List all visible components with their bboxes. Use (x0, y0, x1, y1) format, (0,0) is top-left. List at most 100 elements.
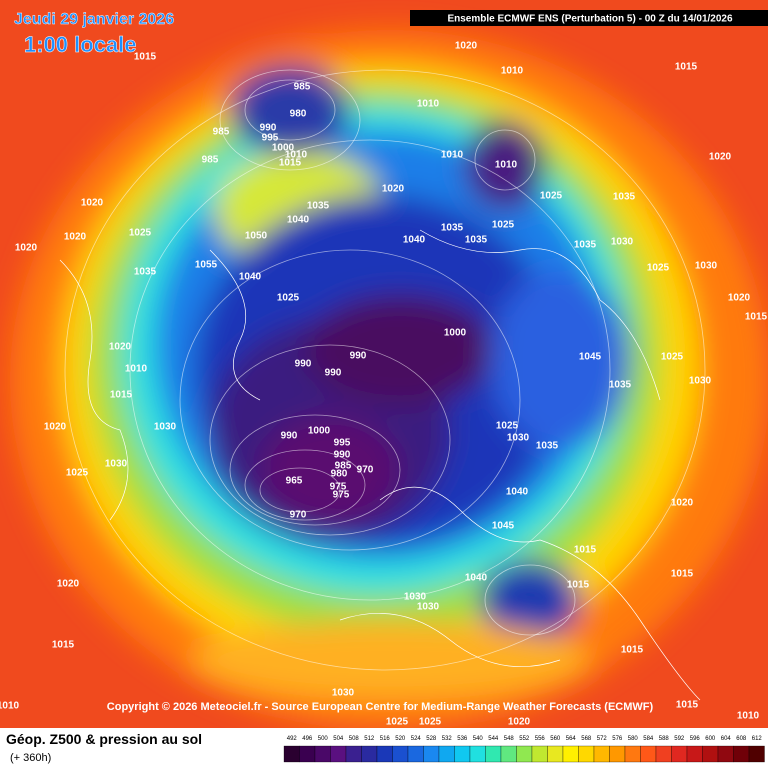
scale-label: 540 (473, 736, 484, 742)
pressure-label: 995 (334, 438, 351, 449)
copyright: Copyright © 2026 Meteociel.fr - Source E… (107, 701, 654, 713)
scale-label: 608 (736, 736, 747, 742)
scale-label: 588 (659, 736, 670, 742)
pressure-label: 1030 (154, 422, 177, 433)
scale-label: 504 (333, 736, 344, 742)
pressure-label: 1025 (540, 191, 563, 202)
scale-swatch (438, 745, 455, 763)
pressure-label: 1020 (455, 41, 478, 52)
scale-swatch (516, 745, 533, 763)
pressure-label: 1025 (496, 421, 519, 432)
scale-swatch (686, 745, 703, 763)
pressure-label: 1010 (501, 66, 524, 77)
pressure-label: 990 (334, 450, 351, 461)
scale-swatch (733, 745, 750, 763)
pressure-label: 1015 (621, 645, 644, 656)
pressure-label: 990 (281, 431, 298, 442)
scale-swatch (655, 745, 672, 763)
pressure-label: 1015 (671, 569, 694, 580)
pressure-label: 1000 (272, 143, 295, 154)
model-info: Ensemble ECMWF ENS (Perturbation 5) - 00… (447, 14, 733, 25)
scale-label: 596 (690, 736, 701, 742)
pressure-label: 1045 (579, 352, 602, 363)
scale-label: 600 (705, 736, 716, 742)
pressure-label: 1015 (279, 158, 302, 169)
pressure-label: 1025 (66, 468, 89, 479)
scale-swatch (469, 745, 486, 763)
pressure-label: 1040 (465, 573, 488, 584)
scale-swatch (361, 745, 378, 763)
pressure-label: 990 (350, 351, 367, 362)
pressure-label: 970 (357, 465, 374, 476)
pressure-label: 1035 (609, 380, 632, 391)
pressure-label: 1020 (671, 498, 694, 509)
scale-label: 612 (752, 736, 763, 742)
pressure-label: 1030 (695, 261, 718, 272)
pressure-label: 1015 (110, 390, 133, 401)
scale-swatch (562, 745, 579, 763)
scale-swatch (330, 745, 347, 763)
pressure-label: 1020 (15, 243, 38, 254)
scale-swatch (299, 745, 316, 763)
pressure-label: 1010 (737, 711, 760, 722)
pressure-label: 1040 (239, 272, 262, 283)
pressure-label: 1020 (728, 293, 751, 304)
pressure-label: 1015 (134, 52, 157, 63)
scale-swatch (485, 745, 502, 763)
scale-label: 552 (519, 736, 530, 742)
scale-swatch (593, 745, 610, 763)
scale-label: 524 (411, 736, 422, 742)
model-banner (410, 10, 768, 26)
scale-label: 592 (674, 736, 685, 742)
scale-swatch (624, 745, 641, 763)
pressure-label: 1040 (287, 215, 310, 226)
scale-swatch (500, 745, 517, 763)
pressure-label: 1020 (57, 579, 80, 590)
scale-swatch (702, 745, 719, 763)
pressure-label: 1020 (44, 422, 67, 433)
scale-swatch (392, 745, 409, 763)
pressure-label: 975 (330, 482, 347, 493)
pressure-label: 1035 (134, 267, 157, 278)
pressure-label: 985 (294, 82, 311, 93)
scale-swatch (454, 745, 471, 763)
pressure-label: 990 (325, 368, 342, 379)
pressure-label: 1015 (676, 700, 699, 711)
pressure-label: 1015 (567, 580, 590, 591)
pressure-label: 1025 (277, 293, 300, 304)
forecast-date: Jeudi 29 janvier 2026 (14, 11, 174, 28)
scale-label: 544 (488, 736, 499, 742)
forecast-time: 1:00 locale (24, 32, 137, 57)
scale-swatch (314, 745, 331, 763)
pressure-label: 1025 (386, 717, 409, 728)
pressure-label: 1015 (745, 312, 768, 323)
scale-swatch (283, 745, 300, 763)
color-scale: 492 496 500 504 508 512 516 520 524 528 532 536 540 5… (283, 736, 765, 763)
pressure-label: 980 (331, 469, 348, 480)
pressure-label: 1030 (404, 592, 427, 603)
pressure-label: 1020 (109, 342, 132, 353)
pressure-label: 990 (260, 123, 277, 134)
scale-swatch (717, 745, 734, 763)
pressure-label: 1000 (444, 328, 467, 339)
pressure-label: 1015 (52, 640, 75, 651)
pressure-label: 1035 (307, 201, 330, 212)
pressure-label: 1010 (0, 701, 20, 712)
pressure-label: 985 (213, 127, 230, 138)
scale-label: 496 (302, 736, 313, 742)
pressure-label: 1035 (441, 223, 464, 234)
scale-label: 560 (550, 736, 561, 742)
pressure-label: 1020 (382, 184, 405, 195)
pressure-label: 1025 (647, 263, 670, 274)
pressure-label: 1035 (613, 192, 636, 203)
scale-label: 516 (380, 736, 391, 742)
pressure-label: 1030 (332, 688, 355, 699)
pressure-label: 1020 (81, 198, 104, 209)
scale-label: 512 (364, 736, 375, 742)
pressure-label: 1015 (574, 545, 597, 556)
scale-label: 604 (721, 736, 732, 742)
pressure-label: 1010 (495, 160, 518, 171)
pressure-label: 1020 (64, 232, 87, 243)
